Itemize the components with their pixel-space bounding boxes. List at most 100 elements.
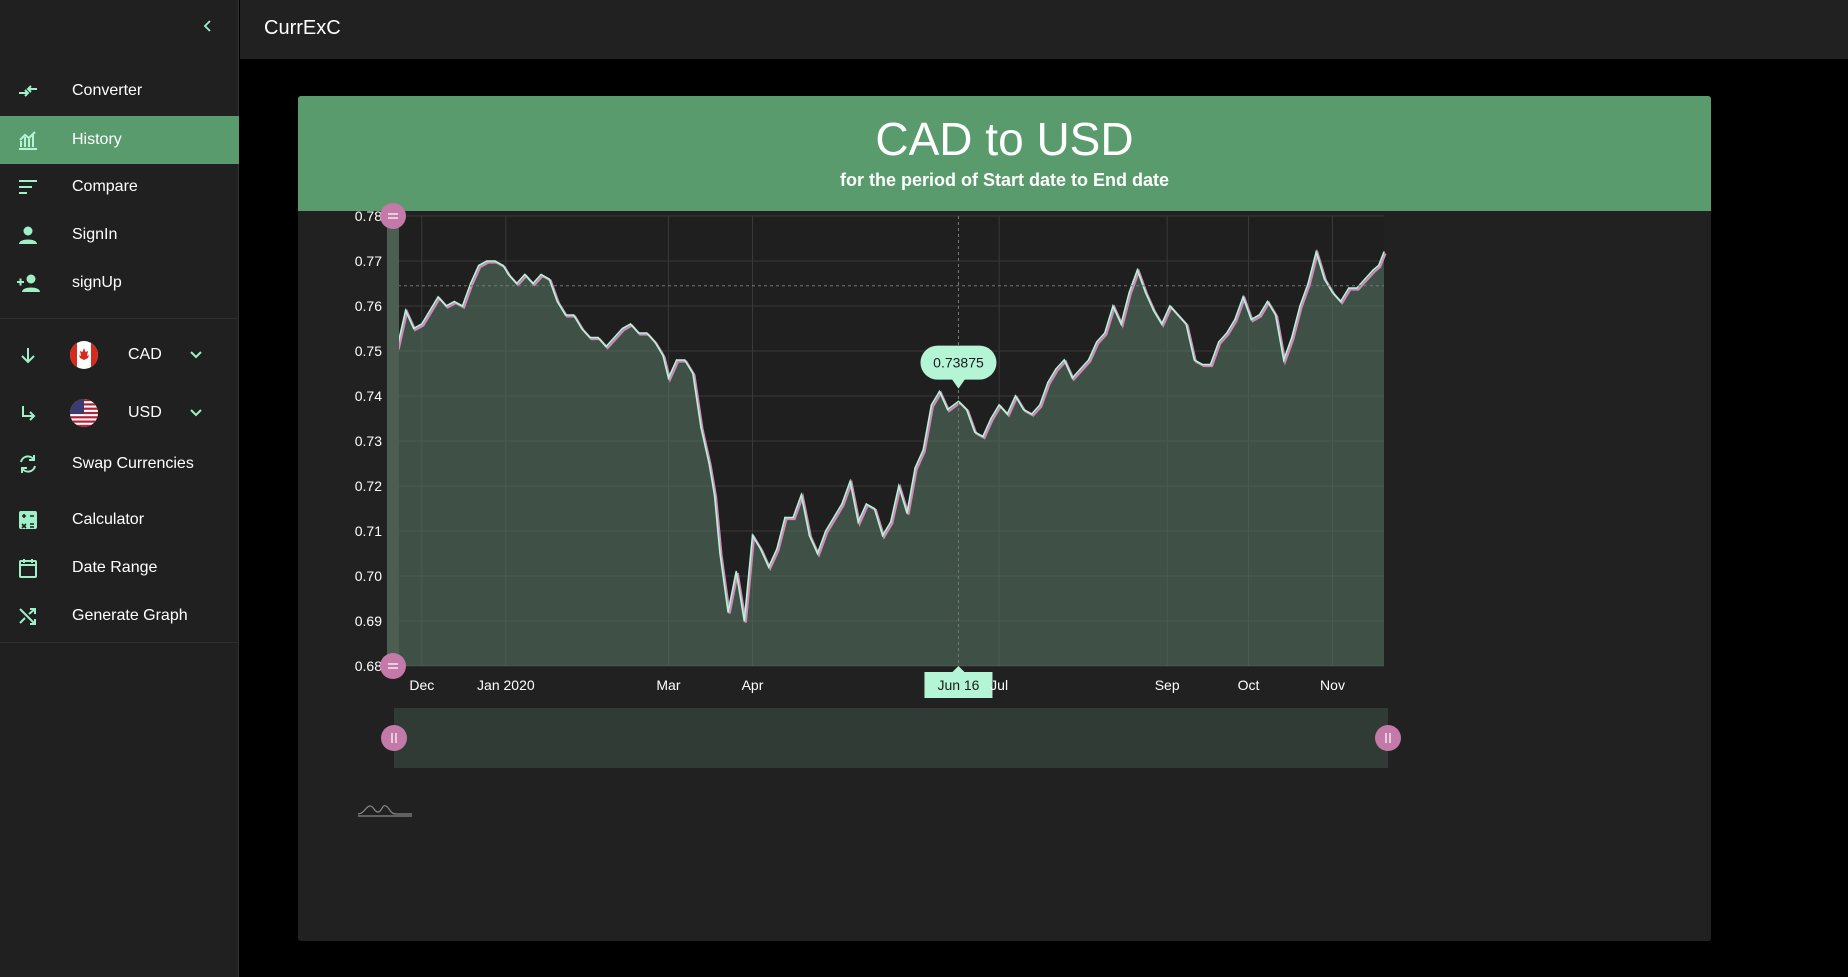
- x-tick-label: Mar: [656, 677, 680, 693]
- app-title: CurrExC: [264, 17, 341, 39]
- data-point: [1169, 305, 1171, 307]
- data-point: [637, 332, 640, 334]
- collapse-sidebar-chevron-left-icon[interactable]: [196, 14, 220, 38]
- data-point: [849, 480, 851, 483]
- data-point: [469, 282, 472, 285]
- from-currency-select[interactable]: CAD: [0, 330, 239, 380]
- data-point: [1209, 363, 1212, 366]
- data-point: [540, 273, 542, 276]
- data-point: [1095, 341, 1098, 343]
- sidebar-item-history[interactable]: History: [0, 116, 239, 164]
- data-point: [453, 300, 456, 303]
- data-point: [1339, 300, 1342, 303]
- y-range-handle-top[interactable]: [380, 203, 406, 229]
- sidebar-item-signin[interactable]: SignIn: [0, 211, 239, 259]
- data-point: [938, 390, 941, 393]
- series-toggle-wave-icon: [357, 805, 412, 817]
- sidebar-item-label: Calculator: [72, 511, 145, 528]
- x-range-navigator[interactable]: [394, 708, 1388, 768]
- calculator-button[interactable]: Calculator: [0, 496, 239, 544]
- data-point: [1377, 264, 1380, 267]
- grip-icon: [391, 733, 397, 743]
- data-point: [515, 282, 518, 285]
- y-range-handle-bottom[interactable]: [380, 653, 406, 679]
- swap-icon: [16, 452, 40, 476]
- data-point: [930, 404, 933, 406]
- date-range-button[interactable]: Date Range: [0, 544, 239, 592]
- data-point: [412, 327, 415, 330]
- card-header: CAD to USD for the period of Start date …: [298, 96, 1711, 211]
- data-point: [1282, 359, 1285, 361]
- sidebar-item-label: signUp: [72, 274, 122, 291]
- y-tick-label: 0.73: [355, 433, 382, 449]
- sidebar-item-label: Date Range: [72, 559, 158, 576]
- x-tick-label: Jul: [990, 677, 1008, 693]
- data-point: [613, 336, 616, 339]
- series-area: [392, 252, 1384, 666]
- data-point: [1266, 300, 1269, 303]
- x-range-handle-right[interactable]: [1375, 725, 1401, 751]
- x-tick-label: Jun 16: [937, 677, 979, 693]
- data-point: [1055, 368, 1057, 370]
- data-point: [429, 309, 431, 312]
- y-tick-label: 0.76: [355, 298, 382, 314]
- generate-graph-button[interactable]: Generate Graph: [0, 592, 239, 640]
- x-tick-label: Dec: [409, 677, 434, 693]
- data-point: [507, 273, 510, 276]
- data-point: [1331, 291, 1334, 294]
- data-point: [1348, 287, 1350, 289]
- data-point: [743, 620, 746, 622]
- data-point: [662, 354, 664, 357]
- to-currency-code: USD: [128, 404, 162, 421]
- data-point: [898, 485, 900, 487]
- tooltip-pointer: [951, 378, 966, 389]
- data-point: [524, 273, 526, 276]
- data-point: [998, 404, 1000, 406]
- y-tick-label: 0.71: [355, 523, 382, 539]
- data-point: [873, 507, 876, 510]
- series-points: [391, 251, 1385, 622]
- data-point: [445, 305, 447, 307]
- data-point: [1063, 359, 1065, 361]
- data-point: [486, 260, 488, 262]
- sidebar-item-converter[interactable]: Converter: [0, 67, 239, 115]
- data-point: [564, 314, 567, 316]
- data-point: [800, 494, 803, 496]
- sidebar-divider: [0, 642, 239, 643]
- sidebar-item-compare[interactable]: Compare: [0, 163, 239, 211]
- data-point: [1383, 251, 1385, 253]
- y-tick-label: 0.77: [355, 253, 382, 269]
- data-point: [1307, 282, 1309, 285]
- y-tick-label: 0.78: [355, 208, 382, 224]
- data-point: [1039, 404, 1041, 406]
- data-point: [751, 534, 754, 537]
- data-point: [629, 323, 632, 325]
- data-point: [667, 377, 670, 379]
- data-point: [784, 516, 786, 519]
- sidebar-item-label: Compare: [72, 178, 138, 195]
- data-point: [1356, 287, 1358, 289]
- data-point: [646, 332, 648, 334]
- card-title: CAD to USD: [875, 113, 1134, 165]
- data-point: [1323, 278, 1326, 280]
- y-tick-label: 0.72: [355, 478, 382, 494]
- y-tick-label: 0.75: [355, 343, 382, 359]
- data-point: [589, 336, 591, 339]
- chevron-down-icon[interactable]: [186, 345, 206, 365]
- canada-flag-icon: [70, 341, 98, 369]
- person-icon: [16, 223, 40, 247]
- history-chart-icon: [16, 128, 40, 152]
- data-point: [1047, 381, 1049, 384]
- data-point: [1112, 305, 1114, 307]
- data-point: [597, 336, 599, 339]
- chevron-down-icon[interactable]: [186, 403, 206, 423]
- swap-currencies-button[interactable]: Swap Currencies: [0, 440, 239, 488]
- data-point: [1201, 363, 1204, 366]
- to-currency-select[interactable]: USD: [0, 388, 239, 438]
- x-range-handle-left[interactable]: [381, 725, 407, 751]
- data-point: [421, 323, 423, 325]
- sidebar-item-signup[interactable]: signUp: [0, 259, 239, 307]
- data-point: [719, 552, 721, 555]
- x-tick-label: Sep: [1155, 677, 1180, 693]
- history-line-chart[interactable]: 0.78 0.77 0.76 0.75 0.74 0.73 0.72 0.71 0.70 0.69…: [298, 96, 1711, 941]
